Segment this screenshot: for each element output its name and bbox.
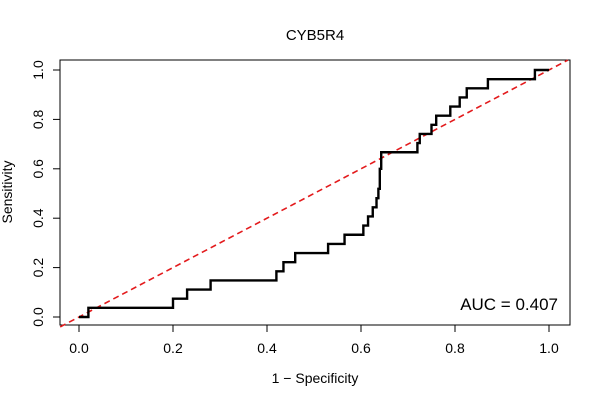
roc-curve: [79, 68, 549, 319]
plot-frame: [59, 59, 571, 326]
reference-diagonal-line: [59, 59, 569, 328]
y-tick-label: 0.8: [30, 109, 46, 129]
roc-curve-layer: [79, 68, 549, 319]
y-axis-label: Sensitivity: [0, 160, 15, 223]
y-tick-label: 0.6: [30, 159, 46, 179]
reference-line-layer: [59, 59, 569, 328]
x-tick-label: 0.2: [163, 340, 183, 356]
x-tick-label: 0.8: [445, 340, 465, 356]
y-tick-label: 0.0: [30, 307, 46, 327]
x-tick-label: 0.0: [69, 340, 89, 356]
y-tick-label: 1.0: [30, 60, 46, 80]
y-tick-label: 0.2: [30, 258, 46, 278]
x-axis-label: 1 − Specificity: [272, 370, 359, 386]
x-tick-label: 1.0: [539, 340, 559, 356]
auc-annotation: AUC = 0.407: [460, 295, 558, 314]
y-tick-label: 0.4: [30, 208, 46, 228]
x-tick-label: 0.6: [351, 340, 371, 356]
chart-title: CYB5R4: [286, 27, 344, 44]
x-tick-label: 0.4: [257, 340, 277, 356]
axes-layer: 0.0 0.2 0.4 0.6 0.8 1.0 0.0 0.2 0.4 0.6 0.8 1.0: [30, 60, 559, 356]
